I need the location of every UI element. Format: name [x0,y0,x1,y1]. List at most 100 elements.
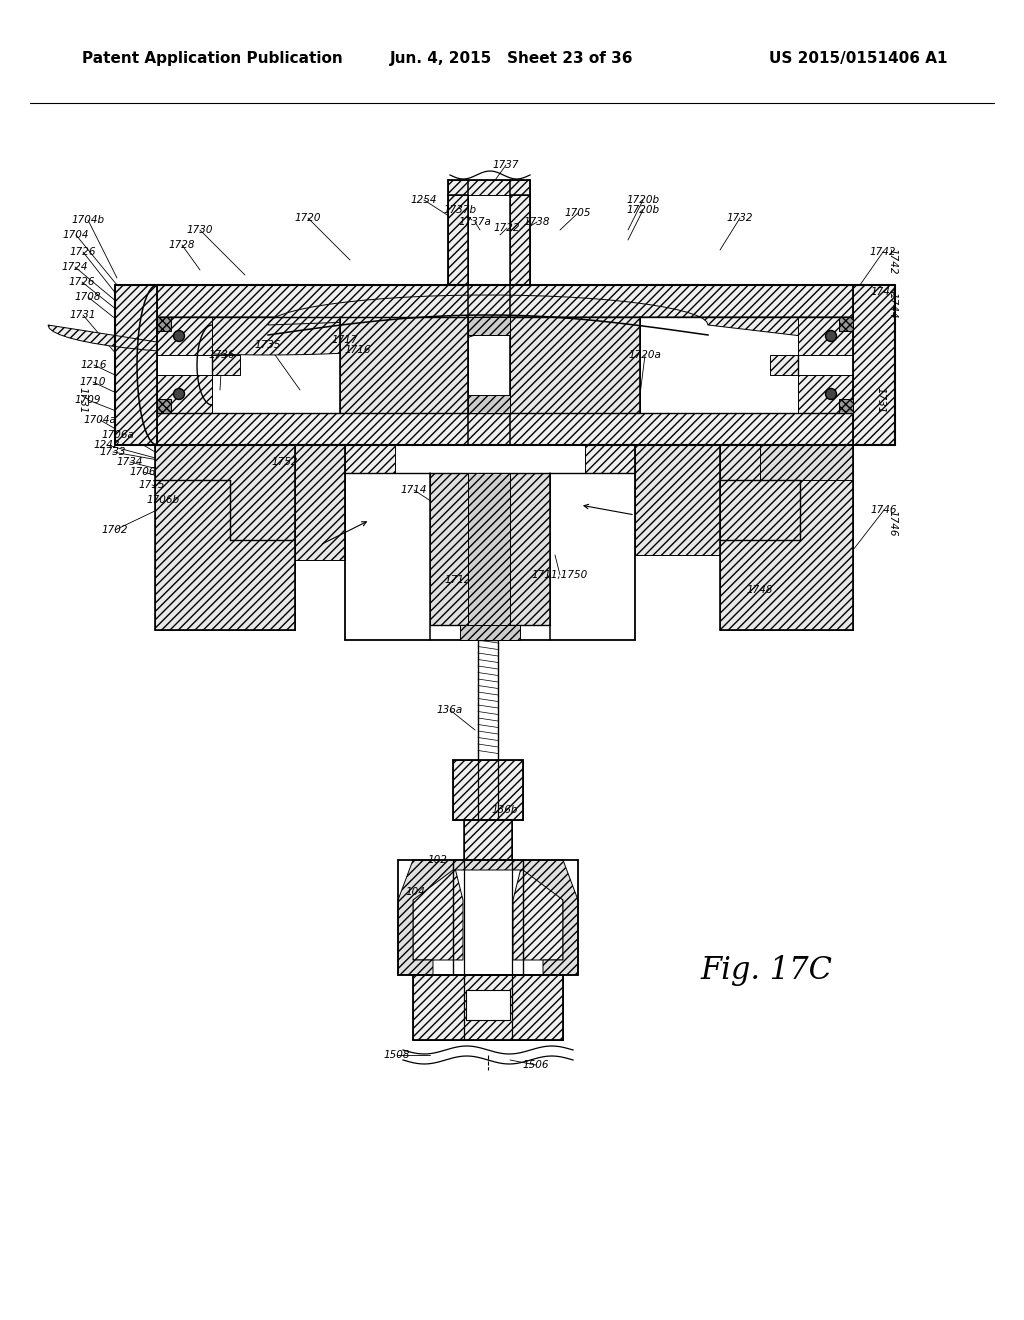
Polygon shape [635,445,853,579]
Polygon shape [449,180,468,285]
Text: US 2015/0151406 A1: US 2015/0151406 A1 [769,51,947,66]
Text: 1706b: 1706b [146,495,179,506]
Text: 1712: 1712 [444,576,471,585]
Text: 1731: 1731 [77,387,87,413]
Text: 1726: 1726 [70,247,96,257]
Polygon shape [413,975,563,1040]
Text: 1715: 1715 [138,480,165,490]
Polygon shape [468,395,510,413]
Text: 1731: 1731 [874,387,885,413]
Text: 1737: 1737 [493,160,519,170]
Text: 1706: 1706 [130,467,157,477]
Text: 1702: 1702 [101,525,128,535]
Text: 1704b: 1704b [72,215,104,224]
Text: 1742: 1742 [887,248,897,275]
Text: 1242: 1242 [94,440,120,450]
Polygon shape [513,861,563,960]
Bar [466,990,510,1020]
Text: 1704: 1704 [62,230,89,240]
Text: 1744: 1744 [887,292,897,318]
Polygon shape [340,317,468,413]
Text: 1714: 1714 [400,484,427,495]
Text: 1720a: 1720a [629,350,662,360]
Text: 1705: 1705 [565,209,591,218]
Text: 1746: 1746 [870,506,897,515]
Polygon shape [115,285,157,445]
Text: 1706a: 1706a [101,430,134,440]
Polygon shape [635,445,853,473]
Polygon shape [115,285,895,317]
Text: 1709: 1709 [75,395,101,405]
Text: 1508: 1508 [384,1049,411,1060]
Polygon shape [798,317,853,355]
Text: 1216: 1216 [81,360,108,370]
Text: 1746: 1746 [887,510,897,536]
Polygon shape [449,180,530,195]
Polygon shape [398,861,578,975]
Text: 1722: 1722 [494,223,520,234]
Polygon shape [798,375,853,413]
Polygon shape [585,445,635,473]
Polygon shape [430,473,468,624]
Text: 1737a: 1737a [459,216,492,227]
Polygon shape [413,861,463,960]
Text: 136a: 136a [437,705,463,715]
Text: 1734: 1734 [117,457,143,467]
Polygon shape [468,317,510,335]
Text: 1730: 1730 [186,224,213,235]
Text: 1737b: 1737b [443,205,476,215]
Polygon shape [510,473,550,624]
Text: 1738: 1738 [523,216,550,227]
Polygon shape [460,624,520,640]
Text: 1506: 1506 [522,1060,549,1071]
Polygon shape [453,760,523,820]
Text: 1752: 1752 [271,457,298,467]
Polygon shape [760,445,853,480]
Text: 1710: 1710 [80,378,106,387]
Polygon shape [839,399,853,413]
Text: 1254: 1254 [411,195,437,205]
Text: 1736: 1736 [209,350,236,360]
Text: 1716: 1716 [345,345,372,355]
Polygon shape [212,355,240,375]
Polygon shape [464,820,512,861]
Text: Patent Application Publication: Patent Application Publication [82,51,343,66]
Text: 1711,1750: 1711,1750 [531,570,588,579]
Text: 104: 104 [406,887,425,898]
Text: 1708: 1708 [75,292,101,302]
Polygon shape [770,355,798,375]
Circle shape [825,330,837,342]
Text: 1735: 1735 [255,341,282,350]
Text: 1720b: 1720b [627,195,659,205]
Polygon shape [48,317,488,355]
Circle shape [825,388,837,400]
Polygon shape [839,317,853,331]
Text: 1742: 1742 [869,247,896,257]
Text: 136b: 136b [492,805,518,814]
Text: 1726: 1726 [69,277,95,286]
Text: Fig. 17C: Fig. 17C [700,954,831,986]
Polygon shape [115,413,895,445]
Polygon shape [155,445,295,630]
Polygon shape [157,317,212,355]
Text: 1717: 1717 [332,335,358,345]
Circle shape [173,330,184,342]
Polygon shape [157,375,212,413]
Polygon shape [268,296,853,342]
Text: 1731: 1731 [70,310,96,319]
Polygon shape [510,180,530,285]
Text: 1733: 1733 [99,447,126,457]
Text: 1720: 1720 [295,213,322,223]
Polygon shape [345,445,395,473]
Text: 1704a: 1704a [84,414,117,425]
Polygon shape [510,317,640,413]
Text: Jun. 4, 2015   Sheet 23 of 36: Jun. 4, 2015 Sheet 23 of 36 [390,51,634,66]
Text: 1744: 1744 [870,286,897,297]
Text: 102: 102 [427,855,446,865]
Polygon shape [853,285,895,445]
Polygon shape [157,399,171,413]
Text: 1724: 1724 [61,261,88,272]
Polygon shape [468,473,510,624]
Circle shape [173,388,184,400]
Polygon shape [157,445,345,560]
